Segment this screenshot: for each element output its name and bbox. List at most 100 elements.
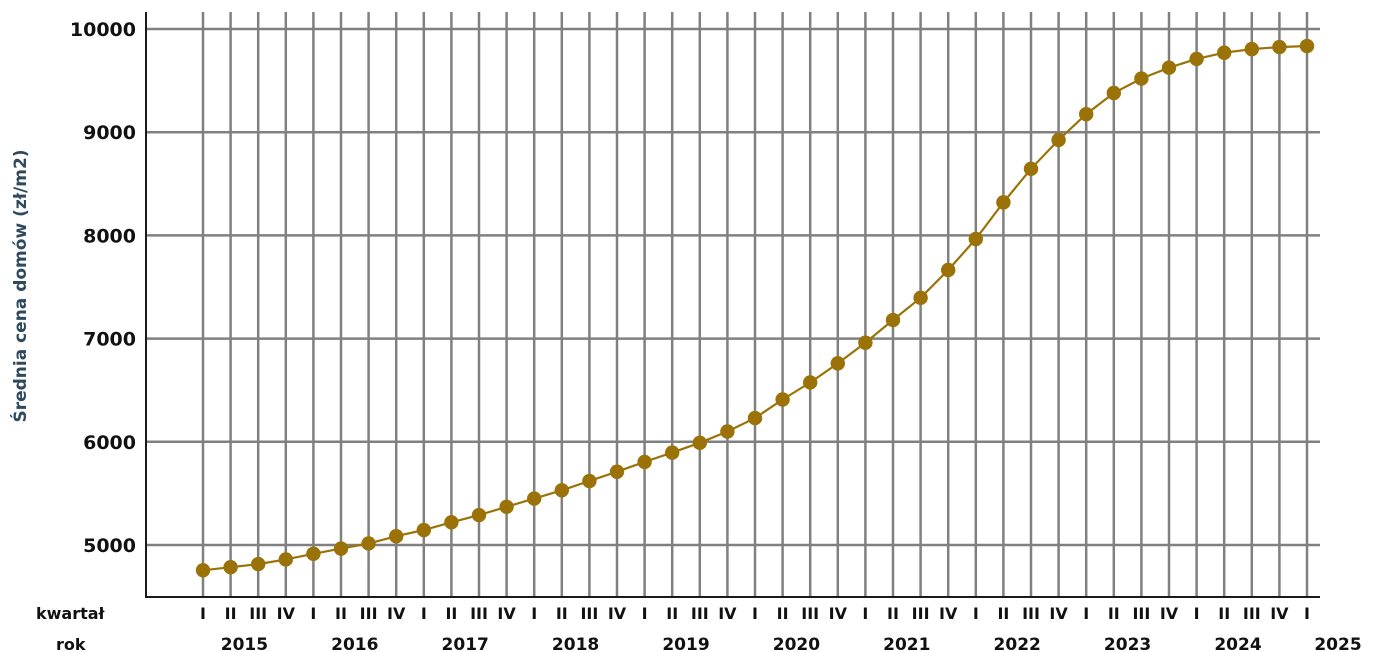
quarter-tick-label: IV xyxy=(387,604,406,623)
quarter-tick-label: II xyxy=(666,604,678,623)
data-point xyxy=(1299,38,1315,54)
y-tick-label: 9000 xyxy=(83,122,136,144)
quarter-tick-label: I xyxy=(421,604,427,623)
data-point xyxy=(747,410,763,426)
quarter-tick-label: II xyxy=(997,604,1009,623)
quarter-tick-label: IV xyxy=(829,604,848,623)
data-point xyxy=(858,335,873,350)
quarter-tick-label: II xyxy=(225,604,237,623)
quarter-tick-label: IV xyxy=(1160,604,1179,623)
year-tick-label: 2022 xyxy=(994,635,1041,652)
quarter-tick-label: II xyxy=(1108,604,1120,623)
data-point xyxy=(554,483,569,498)
quarter-tick-label: II xyxy=(777,604,789,623)
quarter-tick-label: IV xyxy=(608,604,627,623)
data-points xyxy=(195,38,1315,578)
year-tick-label: 2024 xyxy=(1214,635,1261,652)
data-point xyxy=(582,473,597,489)
year-tick-label: 2021 xyxy=(883,635,930,652)
data-point xyxy=(885,312,901,328)
quarter-tick-labels: I II III IV I II III IV I II III IV I II III IV I II III IV… xyxy=(200,604,1310,623)
data-point xyxy=(720,424,735,439)
vertical-gridlines xyxy=(201,12,1309,597)
y-tick-label: 8000 xyxy=(83,225,136,247)
data-point xyxy=(609,464,625,479)
year-tick-label: 2025 xyxy=(1314,635,1361,652)
quarter-tick-label: III xyxy=(249,604,267,623)
year-tick-label: 2023 xyxy=(1104,635,1151,652)
quarter-tick-label: II xyxy=(887,604,899,623)
data-point xyxy=(416,522,431,538)
data-point xyxy=(444,515,459,530)
data-point xyxy=(1217,45,1232,60)
quarter-tick-label: II xyxy=(556,604,568,623)
data-point xyxy=(941,262,956,278)
data-point xyxy=(527,491,542,506)
quarter-tick-label: I xyxy=(531,604,537,623)
quarter-tick-label: III xyxy=(1132,604,1150,623)
quarter-tick-label: III xyxy=(1243,604,1261,623)
quarter-tick-label: III xyxy=(1022,604,1040,623)
quarter-tick-label: II xyxy=(445,604,457,623)
year-tick-label: 2016 xyxy=(331,635,378,652)
data-point xyxy=(195,563,211,578)
horizontal-gridlines xyxy=(146,27,1320,547)
data-point xyxy=(361,536,376,551)
y-tick-label: 6000 xyxy=(83,432,136,454)
data-point xyxy=(1079,106,1094,122)
quarter-tick-label: III xyxy=(470,604,488,623)
data-point xyxy=(333,541,349,556)
quarter-tick-label: III xyxy=(912,604,930,623)
data-point xyxy=(803,375,818,390)
data-point xyxy=(996,195,1011,210)
y-tick-labels: 5000 6000 7000 8000 9000 10000 xyxy=(70,19,136,557)
data-point xyxy=(1161,60,1177,75)
quarter-tick-label: II xyxy=(335,604,347,623)
data-point xyxy=(1134,71,1149,86)
year-tick-label: 2018 xyxy=(552,635,599,652)
data-point xyxy=(830,356,845,371)
year-tick-labels: 2015 2016 2017 2018 2019 2020 2021 2022 2023 2024… xyxy=(221,635,1362,652)
quarter-tick-label: I xyxy=(1304,604,1310,623)
year-tick-label: 2019 xyxy=(662,635,709,652)
quarter-tick-label: I xyxy=(310,604,316,623)
y-tick-label: 7000 xyxy=(83,329,136,351)
year-tick-label: 2020 xyxy=(773,635,820,652)
data-point xyxy=(637,454,652,470)
quarter-tick-label: I xyxy=(1194,604,1200,623)
axes xyxy=(145,12,1320,598)
quarter-tick-label: III xyxy=(580,604,598,623)
year-tick-label: 2015 xyxy=(221,635,268,652)
quarter-tick-label: IV xyxy=(718,604,737,623)
data-point xyxy=(913,290,928,306)
quarter-tick-label: I xyxy=(1083,604,1089,623)
data-point xyxy=(692,435,707,451)
data-point xyxy=(389,529,404,544)
data-point xyxy=(306,546,321,561)
data-point xyxy=(1051,132,1066,148)
data-point xyxy=(665,445,680,460)
quarter-tick-label: IV xyxy=(1270,604,1289,623)
year-axis-label: rok xyxy=(56,635,86,652)
year-tick-label: 2017 xyxy=(442,635,489,652)
quarter-tick-label: I xyxy=(862,604,868,623)
y-tick-label: 10000 xyxy=(70,19,136,41)
quarter-tick-label: III xyxy=(691,604,709,623)
quarter-tick-label: I xyxy=(642,604,648,623)
data-point xyxy=(251,556,266,572)
data-point xyxy=(278,552,293,567)
data-point xyxy=(1272,39,1287,55)
data-point xyxy=(1106,85,1122,101)
quarter-tick-label: I xyxy=(973,604,979,623)
quarter-tick-label: IV xyxy=(497,604,516,623)
data-point xyxy=(775,392,790,407)
quarter-tick-label: III xyxy=(360,604,378,623)
y-tick-label: 5000 xyxy=(83,535,136,557)
quarter-tick-label: II xyxy=(1218,604,1230,623)
quarter-tick-label: I xyxy=(752,604,758,623)
data-point xyxy=(1023,161,1039,177)
quarter-tick-label: IV xyxy=(939,604,958,623)
quarter-tick-label: IV xyxy=(1049,604,1068,623)
data-point xyxy=(499,499,514,515)
